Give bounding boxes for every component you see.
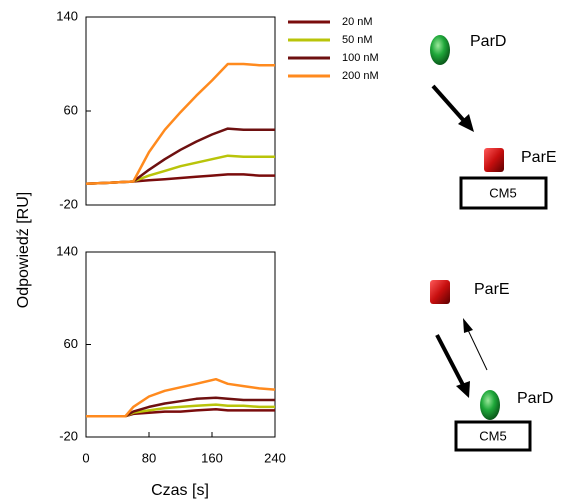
pard-icon	[430, 35, 450, 65]
legend-label: 100 nM	[342, 52, 379, 64]
x-tick-label: 0	[82, 450, 89, 465]
y-tick-label: 60	[64, 336, 78, 351]
arrowhead	[456, 381, 470, 398]
y-axis-label: Odpowiedź [RU]	[15, 192, 32, 309]
pare-icon	[430, 280, 450, 304]
x-axis-label: Czas [s]	[151, 482, 209, 499]
chip-box	[459, 176, 548, 210]
series-line	[85, 154, 275, 186]
arrowhead	[458, 114, 474, 132]
chip-label: CM5	[489, 185, 516, 200]
chip-label: CM5	[479, 428, 506, 443]
y-tick-label: 140	[56, 8, 78, 23]
y-tick-label: 140	[56, 243, 78, 258]
diagram-bottom: ParE ParD CM5	[430, 280, 553, 452]
arrowhead	[463, 318, 473, 333]
analyte-label: ParE	[521, 149, 557, 166]
diagram-top: ParD ParE CM5	[430, 33, 557, 210]
x-tick-label: 240	[264, 450, 286, 465]
x-tick-label: 80	[142, 450, 156, 465]
y-tick-label: -20	[59, 428, 78, 443]
legend-label: 20 nM	[342, 16, 373, 28]
arrow	[435, 334, 465, 386]
y-tick-label: -20	[59, 196, 78, 211]
x-tick-label: 160	[201, 450, 223, 465]
ligand-label: ParD	[470, 33, 506, 50]
y-tick-label: 60	[64, 102, 78, 117]
pard-icon	[480, 390, 500, 420]
analyte-label: ParE	[474, 281, 510, 298]
legend-label: 200 nM	[342, 70, 379, 82]
arrow	[431, 84, 467, 124]
arrow	[467, 329, 488, 371]
ligand-label: ParD	[517, 390, 553, 407]
pare-icon	[484, 148, 504, 172]
legend-label: 50 nM	[342, 34, 373, 46]
series-line	[85, 62, 275, 186]
chip-box	[454, 420, 532, 452]
series-line	[86, 377, 276, 418]
